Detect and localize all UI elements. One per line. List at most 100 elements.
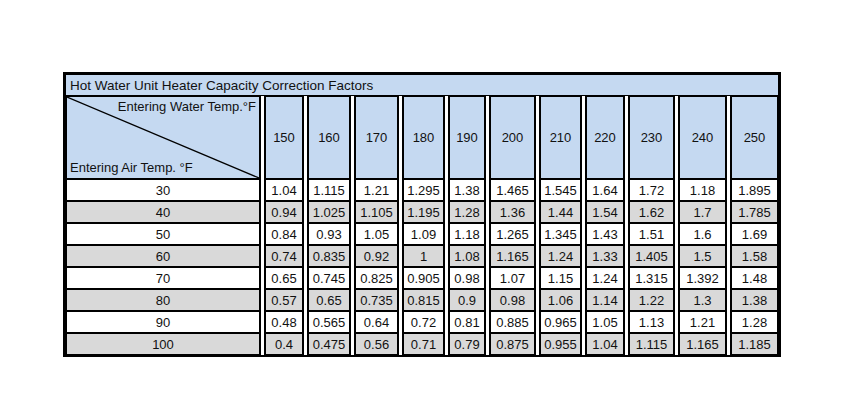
data-cell: 1.14	[585, 289, 625, 311]
column-header: 190	[448, 96, 486, 179]
data-cell: 1.18	[448, 223, 486, 245]
data-cell: 1.025	[307, 201, 351, 223]
data-cell: 1.05	[354, 223, 399, 245]
data-cell: 0.65	[307, 289, 351, 311]
data-cell: 0.885	[489, 311, 536, 333]
column-header: 160	[307, 96, 351, 179]
row-header: 40	[65, 201, 261, 223]
data-cell: 0.815	[402, 289, 445, 311]
data-cell: 0.72	[402, 311, 445, 333]
data-cell: 0.98	[489, 289, 536, 311]
data-cell: 1.64	[585, 179, 625, 201]
data-cell: 1.54	[585, 201, 625, 223]
column-header: 170	[354, 96, 399, 179]
data-cell: 1.72	[628, 179, 675, 201]
data-cell: 0.93	[307, 223, 351, 245]
capacity-correction-table: Hot Water Unit Heater Capacity Correctio…	[63, 72, 781, 357]
data-cell: 1.44	[539, 201, 582, 223]
row-header: 50	[65, 223, 261, 245]
data-cell: 1.51	[628, 223, 675, 245]
data-cell: 1.3	[678, 289, 727, 311]
data-cell: 0.65	[264, 267, 304, 289]
data-cell: 1.465	[489, 179, 536, 201]
column-header: 250	[730, 96, 779, 179]
entering-water-temp-label: Entering Water Temp.°F	[118, 99, 256, 114]
column-header: 240	[678, 96, 727, 179]
data-cell: 0.48	[264, 311, 304, 333]
data-cell: 1.05	[585, 311, 625, 333]
data-cell: 1.6	[678, 223, 727, 245]
data-cell: 1.38	[730, 289, 779, 311]
data-cell: 0.64	[354, 311, 399, 333]
data-cell: 1.04	[585, 333, 625, 355]
data-cell: 1.28	[730, 311, 779, 333]
entering-air-temp-label: Entering Air Temp. °F	[70, 160, 193, 175]
row-header: 90	[65, 311, 261, 333]
data-cell: 1.195	[402, 201, 445, 223]
data-cell: 1.7	[678, 201, 727, 223]
data-cell: 0.57	[264, 289, 304, 311]
data-cell: 1.07	[489, 267, 536, 289]
column-header: 210	[539, 96, 582, 179]
data-cell: 0.955	[539, 333, 582, 355]
data-cell: 0.825	[354, 267, 399, 289]
data-cell: 0.81	[448, 311, 486, 333]
data-cell: 0.9	[448, 289, 486, 311]
column-header: 150	[264, 96, 304, 179]
data-cell: 1.5	[678, 245, 727, 267]
data-cell: 1.115	[307, 179, 351, 201]
data-cell: 1.265	[489, 223, 536, 245]
data-cell: 1	[402, 245, 445, 267]
data-cell: 0.92	[354, 245, 399, 267]
data-cell: 1.295	[402, 179, 445, 201]
row-header: 70	[65, 267, 261, 289]
data-cell: 1.21	[678, 311, 727, 333]
data-cell: 1.115	[628, 333, 675, 355]
column-header: 220	[585, 96, 625, 179]
data-cell: 0.4	[264, 333, 304, 355]
data-cell: 1.105	[354, 201, 399, 223]
column-header: 230	[628, 96, 675, 179]
data-cell: 1.04	[264, 179, 304, 201]
row-header: 30	[65, 179, 261, 201]
data-cell: 1.28	[448, 201, 486, 223]
data-cell: 1.38	[448, 179, 486, 201]
data-cell: 0.565	[307, 311, 351, 333]
data-cell: 1.185	[730, 333, 779, 355]
data-cell: 1.62	[628, 201, 675, 223]
data-cell: 1.43	[585, 223, 625, 245]
data-cell: 0.875	[489, 333, 536, 355]
row-header: 100	[65, 333, 261, 355]
data-cell: 1.392	[678, 267, 727, 289]
data-cell: 1.08	[448, 245, 486, 267]
column-header: 180	[402, 96, 445, 179]
data-cell: 1.24	[539, 245, 582, 267]
data-cell: 1.22	[628, 289, 675, 311]
data-cell: 1.18	[678, 179, 727, 201]
data-cell: 1.24	[585, 267, 625, 289]
data-cell: 1.165	[489, 245, 536, 267]
data-cell: 1.785	[730, 201, 779, 223]
data-cell: 1.545	[539, 179, 582, 201]
column-header: 200	[489, 96, 536, 179]
data-cell: 1.13	[628, 311, 675, 333]
data-cell: 0.79	[448, 333, 486, 355]
data-cell: 1.345	[539, 223, 582, 245]
data-cell: 1.165	[678, 333, 727, 355]
data-cell: 0.74	[264, 245, 304, 267]
data-cell: 0.965	[539, 311, 582, 333]
row-header: 60	[65, 245, 261, 267]
data-cell: 1.09	[402, 223, 445, 245]
data-cell: 1.36	[489, 201, 536, 223]
data-cell: 1.58	[730, 245, 779, 267]
data-cell: 0.71	[402, 333, 445, 355]
data-cell: 1.405	[628, 245, 675, 267]
data-cell: 0.98	[448, 267, 486, 289]
data-cell: 0.56	[354, 333, 399, 355]
table-title: Hot Water Unit Heater Capacity Correctio…	[65, 74, 779, 96]
data-cell: 1.48	[730, 267, 779, 289]
data-cell: 1.15	[539, 267, 582, 289]
row-header: 80	[65, 289, 261, 311]
corner-header-cell: Entering Water Temp.°F Entering Air Temp…	[65, 96, 261, 179]
data-cell: 0.745	[307, 267, 351, 289]
